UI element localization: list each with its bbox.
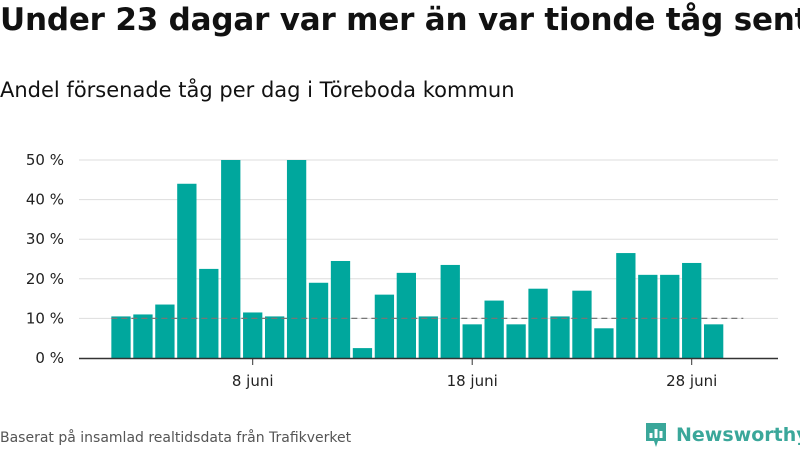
- bar: [616, 253, 636, 358]
- bar: [308, 282, 329, 358]
- bar: [550, 316, 570, 358]
- y-tick-label: 0 %: [35, 349, 64, 367]
- bar: [396, 272, 416, 358]
- bar: [177, 183, 197, 358]
- y-tick-label: 50 %: [26, 151, 64, 169]
- bar: [352, 348, 373, 358]
- x-tick-label: 18 juni: [447, 372, 498, 390]
- x-tick-label: 28 juni: [666, 372, 717, 390]
- bar: [506, 324, 526, 358]
- bar: [374, 294, 395, 358]
- bar: [528, 288, 548, 358]
- bar: [199, 268, 219, 358]
- bar: [265, 316, 285, 358]
- bar: [133, 314, 153, 358]
- y-tick-label: 10 %: [26, 309, 64, 327]
- bar: [682, 262, 702, 358]
- brand-logo: Newsworthy: [644, 421, 800, 449]
- bar: [638, 274, 658, 358]
- bar: [660, 274, 680, 358]
- y-tick-label: 30 %: [26, 230, 64, 248]
- source-note: Baserat på insamlad realtidsdata från Tr…: [0, 430, 352, 446]
- bar: [243, 312, 263, 358]
- bar-chart: 0 % 10 % 20 % 30 % 40 % 50 % 8 juni 18 juni 28 j…: [26, 151, 778, 390]
- bar: [440, 264, 460, 358]
- bar: [462, 324, 482, 358]
- bar: [111, 316, 131, 358]
- chart-title: Under 23 dagar var mer än var tionde tåg…: [0, 2, 800, 38]
- x-tick-label: 8 juni: [232, 372, 274, 390]
- brand-name: Newsworthy: [676, 424, 800, 446]
- bar: [704, 324, 724, 358]
- bar: [572, 290, 592, 358]
- bar: [484, 300, 504, 358]
- bar-chart-logo-icon: [646, 423, 666, 447]
- y-tick-label: 20 %: [26, 270, 64, 288]
- bar: [286, 160, 307, 358]
- bar: [594, 328, 614, 358]
- bar: [418, 316, 438, 358]
- chart-subtitle: Andel försenade tåg per dag i Töreboda k…: [0, 78, 515, 102]
- bar: [221, 160, 241, 358]
- bar: [155, 304, 175, 358]
- bar: [330, 260, 351, 358]
- y-tick-label: 40 %: [26, 191, 64, 209]
